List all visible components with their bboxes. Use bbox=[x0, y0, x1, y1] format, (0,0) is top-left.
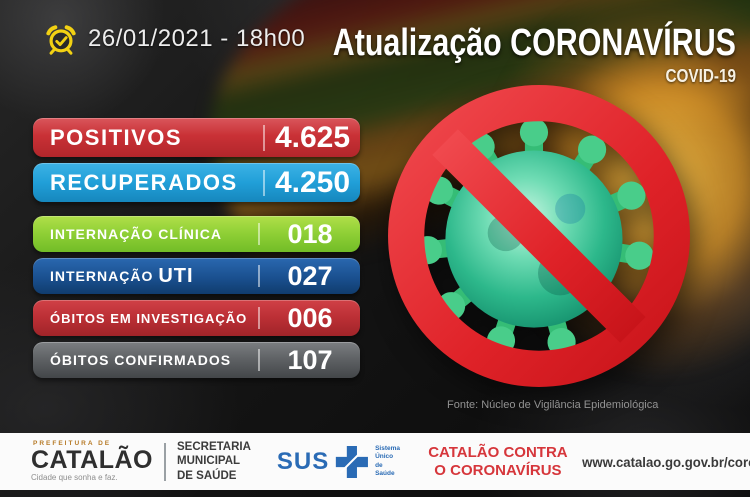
stat-separator bbox=[258, 349, 260, 371]
covid19-subtitle: COVID-19 bbox=[665, 66, 736, 86]
stat-separator bbox=[263, 124, 265, 151]
campaign-slogan: CATALÃO CONTRA O CORONAVÍRUS bbox=[428, 444, 568, 479]
sus-logo: SUS Sistema Único de Saúde bbox=[277, 444, 402, 480]
title-block: Atualização CORONAVÍRUS COVID-19 bbox=[232, 22, 736, 87]
stat-row-recuperados: RECUPERADOS 4.250 bbox=[33, 163, 360, 202]
stat-label-uti: UTI bbox=[158, 264, 194, 287]
datetime-text: 26/01/2021 - 18h00 bbox=[88, 25, 306, 52]
stat-label: POSITIVOS bbox=[50, 124, 183, 150]
stat-separator bbox=[258, 223, 260, 245]
stat-row-positivos: POSITIVOS 4.625 bbox=[33, 118, 360, 157]
stat-row-internacao-clinica: INTERNAÇÃO CLÍNICA 018 bbox=[33, 216, 360, 252]
stat-label: RECUPERADOS bbox=[50, 169, 238, 195]
stat-label: ÓBITOS EM INVESTIGAÇÃO bbox=[50, 310, 248, 326]
footer-bar: PREFEITURA DE CATALÃO Cidade que sonha e… bbox=[0, 433, 750, 490]
sus-tagline: Sistema Único de Saúde bbox=[375, 445, 400, 477]
stat-row-obitos-confirmados: ÓBITOS CONFIRMADOS 107 bbox=[33, 342, 360, 378]
sus-cross-icon bbox=[336, 445, 369, 478]
stat-value: 4.625 bbox=[274, 120, 351, 154]
stat-value: 018 bbox=[287, 218, 333, 249]
stats-list: POSITIVOS 4.625 RECUPERADOS 4.250 INTERN… bbox=[33, 118, 360, 378]
website-url: www.catalao.go.gov.br/coronavirus bbox=[581, 453, 750, 470]
prefeitura-small-label: PREFEITURA DE bbox=[33, 439, 112, 447]
secretaria-label: SECRETARIA MUNICIPAL DE SAÚDE bbox=[177, 440, 251, 482]
prefeitura-tagline: Cidade que sonha e faz. bbox=[31, 473, 118, 483]
prefeitura-name: CATALÃO bbox=[31, 446, 153, 475]
stat-label: INTERNAÇÃO UTI bbox=[50, 264, 194, 287]
alarm-clock-icon bbox=[46, 25, 76, 55]
stat-separator bbox=[258, 307, 260, 329]
footer-divider bbox=[164, 442, 166, 481]
stat-label: INTERNAÇÃO CLÍNICA bbox=[50, 226, 222, 242]
stat-value: 006 bbox=[287, 302, 333, 333]
page-title: Atualização CORONAVÍRUS bbox=[332, 22, 736, 64]
stat-separator bbox=[258, 265, 260, 287]
sus-label: SUS bbox=[276, 447, 330, 475]
source-note: Fonte: Núcleo de Vigilância Epidemiológi… bbox=[447, 399, 659, 411]
prohibition-ring-icon bbox=[388, 85, 690, 387]
stat-value: 4.250 bbox=[274, 165, 351, 199]
prefeitura-block: PREFEITURA DE CATALÃO Cidade que sonha e… bbox=[31, 439, 153, 483]
stat-label: ÓBITOS CONFIRMADOS bbox=[50, 352, 232, 368]
stat-separator bbox=[263, 169, 265, 196]
stat-row-obitos-investigacao: ÓBITOS EM INVESTIGAÇÃO 006 bbox=[33, 300, 360, 336]
stat-row-internacao-uti: INTERNAÇÃO UTI 027 bbox=[33, 258, 360, 294]
datetime-block: 26/01/2021 - 18h00 bbox=[44, 22, 305, 56]
stat-value: 107 bbox=[287, 344, 333, 375]
no-coronavirus-sign-icon bbox=[388, 85, 690, 387]
stat-value: 027 bbox=[287, 260, 333, 291]
